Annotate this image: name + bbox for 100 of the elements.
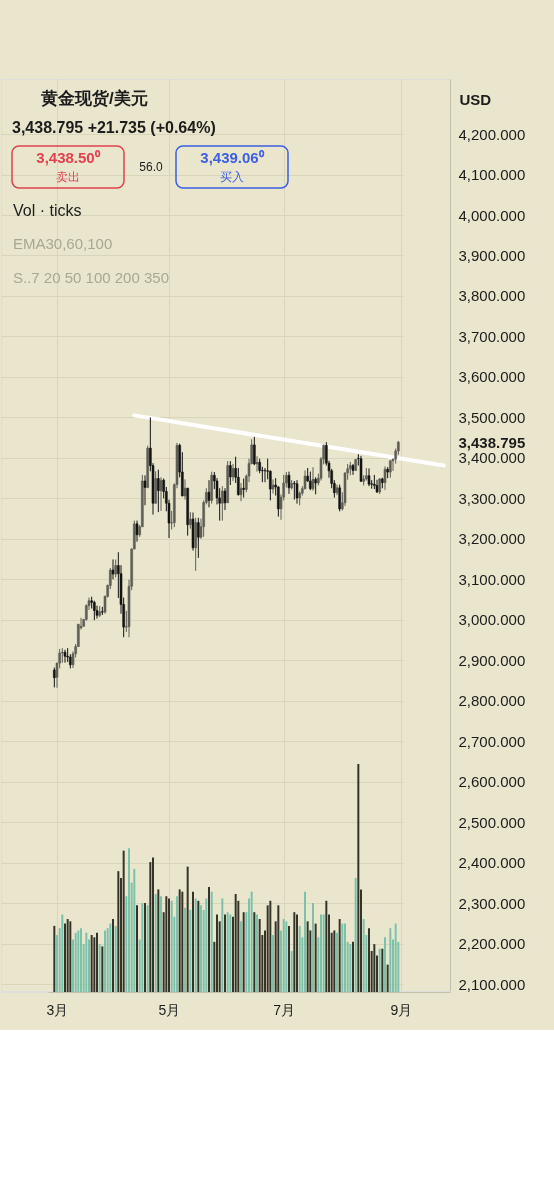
- bar: [114, 925, 117, 992]
- bar: [325, 900, 328, 992]
- bar: [277, 905, 280, 992]
- bar: [157, 889, 160, 992]
- bar: [205, 898, 208, 992]
- x-tick-label: 3月: [46, 1001, 69, 1018]
- bar: [80, 928, 82, 992]
- bar: [176, 896, 178, 992]
- bar: [320, 914, 322, 992]
- bar: [322, 914, 325, 992]
- bar: [136, 905, 138, 992]
- bar: [386, 964, 389, 992]
- annotation: 卖出: [56, 170, 80, 184]
- candlestick: [143, 474, 147, 506]
- candlestick: [261, 466, 264, 483]
- y-tick-label: 4,000.000: [458, 206, 526, 224]
- bar: [240, 921, 242, 992]
- bar: [210, 891, 213, 992]
- y-tick-label: 2,500.000: [458, 813, 526, 831]
- bar: [384, 937, 386, 992]
- bar: [93, 937, 96, 992]
- annotation: 3,439.06⁰: [200, 149, 265, 166]
- y-tick-label: 3,200.000: [458, 530, 526, 548]
- bar: [269, 900, 272, 992]
- bar: [109, 923, 112, 992]
- bar: [152, 857, 154, 992]
- bar: [90, 935, 93, 992]
- text: 黄金现货/美元: [40, 89, 148, 108]
- bar: [357, 764, 360, 992]
- y-tick-label: 3,500.000: [458, 408, 526, 426]
- bar: [290, 950, 293, 992]
- y-tick-label: 4,100.000: [458, 166, 526, 184]
- bar: [304, 891, 306, 992]
- y-tick-label: 2,700.000: [458, 732, 526, 750]
- bar: [272, 935, 274, 992]
- annotation: 56.0: [139, 160, 163, 174]
- bar: [306, 921, 309, 992]
- bar: [133, 868, 136, 992]
- bar: [394, 923, 397, 992]
- bar: [354, 878, 357, 992]
- bar: [61, 914, 64, 992]
- y-tick-label: 4,200.000: [458, 125, 526, 143]
- x-tick-label: 9月: [390, 1001, 413, 1018]
- y-tick-label: 2,800.000: [458, 692, 526, 710]
- y-tick-label: 3,600.000: [458, 368, 526, 386]
- bar: [373, 944, 376, 992]
- bar: [104, 930, 106, 992]
- annotation: S..7 20 50 100 200 350: [13, 269, 169, 286]
- bar: [200, 905, 202, 992]
- candlestick: [93, 600, 96, 621]
- bar: [53, 925, 56, 992]
- y-tick-label: 2,900.000: [458, 651, 526, 669]
- y-tick-label: 3,300.000: [458, 489, 526, 507]
- bar: [64, 923, 66, 992]
- candlestick: [359, 455, 363, 483]
- bar: [314, 923, 317, 992]
- x-tick-label: 7月: [273, 1001, 296, 1018]
- bar: [181, 891, 184, 992]
- y-tick-label: 3,800.000: [458, 287, 526, 305]
- y-tick-label: 3,000.000: [458, 611, 526, 629]
- bar: [282, 919, 285, 992]
- bar: [285, 921, 288, 992]
- candlestick: [183, 478, 187, 501]
- annotation: 买入: [220, 170, 244, 184]
- annotation: EMA30,60,100: [13, 235, 113, 252]
- bar: [160, 896, 162, 992]
- bar: [117, 871, 120, 992]
- bar: [234, 893, 237, 992]
- bar: [186, 866, 189, 992]
- bar: [250, 891, 253, 992]
- bar: [66, 919, 69, 992]
- bar: [298, 925, 301, 992]
- y-tick-label: 3,700.000: [458, 327, 526, 345]
- bar: [128, 848, 130, 992]
- y-tick-label: 2,300.000: [458, 894, 526, 912]
- text: 3,438.795 +21.735 (+0.64%): [12, 119, 216, 136]
- x-tick-label: 5月: [158, 1001, 181, 1018]
- bar: [192, 891, 194, 992]
- bar: [368, 928, 370, 992]
- annotation: 3,438.50⁰: [36, 149, 101, 166]
- bar: [77, 930, 80, 992]
- y-axis-title: USD: [459, 90, 492, 108]
- bar: [208, 887, 210, 992]
- y-tick-label: 2,600.000: [458, 773, 526, 791]
- bar: [341, 923, 344, 992]
- bar: [69, 921, 72, 992]
- bar: [189, 909, 192, 992]
- bar: [122, 850, 125, 992]
- bar: [258, 919, 261, 992]
- y-tick-label: 3,438.795: [458, 433, 526, 451]
- y-tick-label: 2,100.000: [458, 975, 526, 993]
- y-tick-label: 2,400.000: [458, 854, 526, 872]
- bar: [312, 903, 314, 992]
- bar: [344, 923, 346, 992]
- bar: [216, 914, 218, 992]
- bar: [96, 932, 98, 992]
- candlestick: [242, 478, 245, 499]
- bar: [288, 925, 290, 992]
- y-tick-label: 3,100.000: [458, 570, 526, 588]
- y-tick-label: 2,200.000: [458, 935, 526, 953]
